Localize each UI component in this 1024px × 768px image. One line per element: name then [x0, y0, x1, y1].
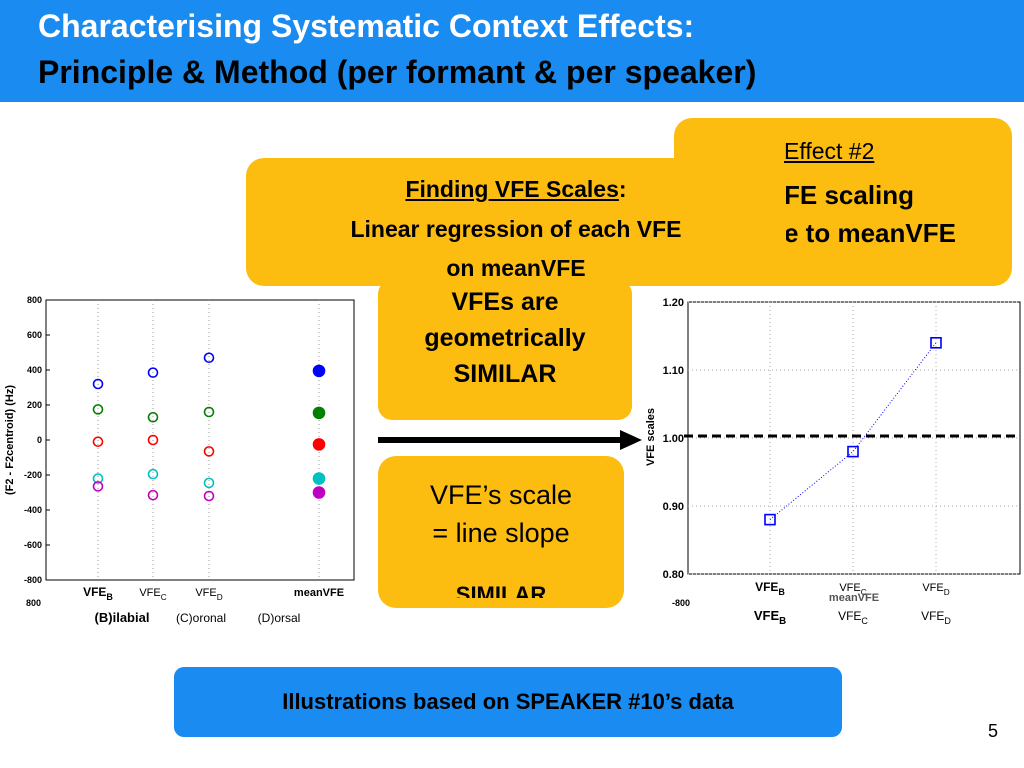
finding-colon: :	[618, 176, 627, 202]
scatter-y-tick-label: -400	[24, 505, 42, 515]
finding-heading: Finding VFE Scales	[405, 176, 619, 202]
banner-text: Illustrations based on SPEAKER #10’s dat…	[282, 689, 734, 714]
scatter-point	[92, 436, 104, 448]
line-y-tick-label: 1.00	[663, 433, 684, 445]
scatter-point	[147, 411, 159, 423]
scale-series-line	[769, 342, 937, 520]
speaker-banner: Illustrations based on SPEAKER #10’s dat…	[174, 667, 842, 737]
scatter-plot-area	[45, 299, 355, 581]
scatter-point	[203, 446, 215, 457]
scatter-y-tick-label: -600	[24, 540, 42, 550]
scatter-point	[312, 406, 326, 420]
scatter-point	[312, 486, 326, 499]
scatter-point	[92, 404, 104, 415]
scatter-point	[147, 434, 159, 446]
arrow-icon	[378, 430, 642, 450]
scatter-point	[92, 378, 104, 390]
scale-line-chart: 1.20 1.10 1.00 0.90 0.80 VFEB VFEC VFED VFE sc…	[645, 297, 1021, 627]
similar-box: VFEs are geometrically SIMILAR	[378, 280, 632, 420]
scatter-point	[203, 352, 215, 364]
line-below-label: VFEC	[838, 609, 868, 626]
scatter-y-tick-label: 0	[37, 435, 42, 445]
finding-line-2: on meanVFE	[446, 255, 586, 281]
finding-box: Finding VFE Scales: Linear regression of…	[246, 158, 786, 286]
scatter-point	[147, 367, 159, 378]
line-x-tick-label: VFEC	[839, 582, 866, 597]
title-bar: Characterising Systematic Context Effect…	[0, 0, 1024, 102]
scatter-point	[312, 364, 326, 378]
line-y-tick-label: 1.20	[663, 297, 684, 309]
line-y-axis-label: VFE scales	[645, 408, 657, 466]
scatter-x-tick-label: meanVFE	[294, 587, 344, 599]
scatter-stray-tick: 800	[26, 598, 41, 608]
scatter-y-tick-label: 200	[27, 400, 42, 410]
scatter-point	[203, 477, 215, 489]
effect-line-2: e to meanVFE	[784, 218, 956, 248]
scatter-y-tick-label: 400	[27, 365, 42, 375]
scatter-y-tick-label: -800	[24, 575, 42, 585]
scatter-point	[92, 473, 104, 484]
scatter-x-tick-label: VFEB	[83, 585, 113, 602]
line-x-tick-label: VFEB	[755, 580, 785, 597]
line-y-tick-label: 0.90	[663, 501, 684, 513]
scale-line-1: VFE’s scale	[429, 480, 573, 510]
scale-line-2: = line slope	[432, 518, 570, 548]
scatter-point	[312, 438, 326, 451]
line-y-tick-label: 0.80	[663, 569, 684, 581]
scatter-point	[203, 490, 215, 502]
slide-title: Characterising Systematic Context Effect…	[38, 8, 695, 44]
line-plot-area	[687, 301, 1021, 575]
line-y-tick-label: 1.10	[663, 365, 684, 377]
finding-line-1: Linear regression of each VFE	[350, 216, 682, 242]
scatter-y-tick-label: -200	[24, 470, 42, 480]
line-ghost-label: meanVFE	[829, 592, 879, 604]
scale-point	[930, 336, 942, 349]
scale-point	[847, 445, 859, 458]
scatter-point	[147, 468, 159, 480]
slide-subtitle: Principle & Method (per formant & per sp…	[38, 54, 757, 90]
scatter-point	[147, 489, 159, 501]
line-below-label: VFEB	[754, 608, 786, 627]
scatter-y-tick-label: 600	[27, 330, 42, 340]
similar-line-1: VFEs are	[451, 288, 559, 316]
scatter-y-axis-label: (F2 - F2centroid) (Hz)	[4, 385, 16, 495]
scatter-x-tick-label: VFED	[195, 587, 222, 602]
scatter-group-label: (C)oronal	[176, 611, 226, 625]
scatter-y-tick-label: 800	[27, 295, 42, 305]
line-x-tick-label: VFED	[922, 582, 949, 597]
effect-line-1: FE scaling	[784, 180, 915, 210]
scale-ghost-text: SIMILAR	[455, 582, 547, 598]
scatter-point	[312, 472, 326, 485]
similar-line-3: SIMILAR	[453, 360, 557, 388]
scatter-group-label: (B)ilabial	[95, 610, 150, 625]
slide-number: 5	[987, 721, 998, 741]
scatter-chart: 800 600 400 200 0 -200 -400 -600 -800 VFEB VFEC VF…	[4, 295, 355, 625]
scatter-group-label: (D)orsal	[258, 611, 301, 625]
scale-box: VFE’s scale = line slope SIMILAR	[378, 456, 624, 608]
scatter-point	[92, 481, 104, 492]
scale-point	[764, 513, 776, 526]
scatter-x-tick-label: VFEC	[139, 587, 166, 602]
line-below-label: VFED	[921, 609, 951, 626]
finding-heading-row: Finding VFE Scales:	[246, 176, 786, 203]
similar-line-2: geometrically	[424, 324, 586, 352]
line-ghost-tick: -800	[672, 598, 690, 608]
scatter-point	[203, 406, 215, 418]
effect-heading: Effect #2	[784, 138, 875, 164]
